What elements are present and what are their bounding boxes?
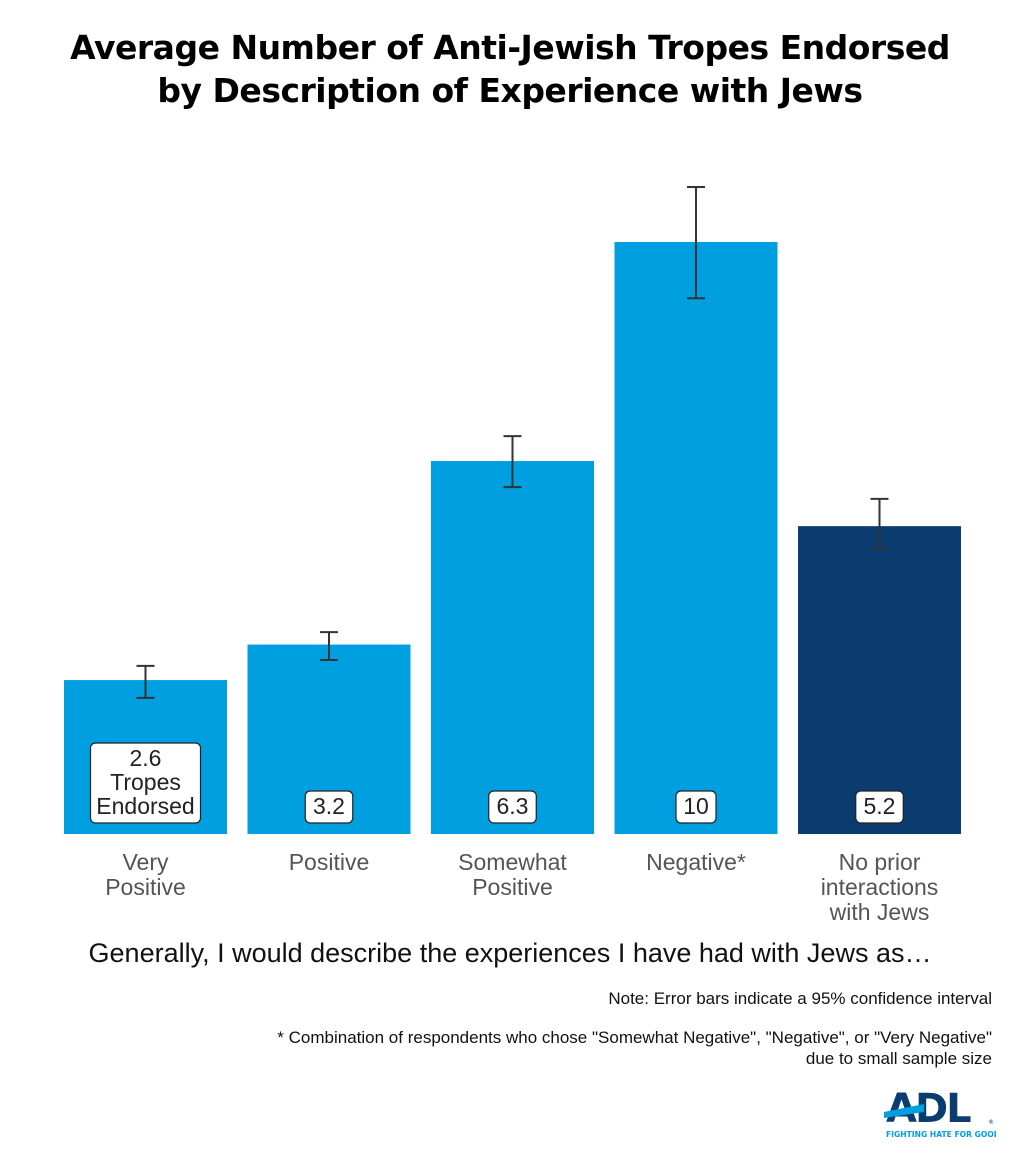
x-tick-label: Positive [105, 874, 186, 900]
x-tick-label: with Jews [829, 899, 930, 925]
x-tick-label: No prior [839, 849, 921, 875]
title-line-2: by Description of Experience with Jews [157, 71, 863, 110]
data-label: 10 [683, 793, 709, 819]
data-label-box [89, 742, 202, 824]
x-tick-label: Positive [472, 874, 553, 900]
svg-text:®: ® [988, 1119, 994, 1126]
data-label-box [675, 790, 717, 824]
note-line-1: * Combination of respondents who chose "… [277, 1028, 992, 1047]
svg-text:ADL: ADL [886, 1086, 971, 1132]
x-tick-label: Somewhat [458, 849, 567, 875]
data-label-box [855, 790, 904, 824]
data-label: 6.3 [497, 793, 529, 819]
svg-text:FIGHTING HATE FOR GOOD: FIGHTING HATE FOR GOOD [886, 1130, 996, 1139]
note-negative-combination: * Combination of respondents who chose "… [277, 1027, 992, 1069]
data-label: 5.2 [864, 793, 896, 819]
x-tick-label: Negative* [646, 849, 746, 875]
data-label-box [304, 790, 354, 824]
note-line-2: due to small sample size [805, 1049, 992, 1068]
adl-logo: ADL ® FIGHTING HATE FOR GOOD [884, 1086, 996, 1139]
bar [431, 461, 594, 834]
chart-title: Average Number of Anti-Jewish Tropes End… [0, 26, 1020, 112]
bar [798, 526, 961, 834]
bar-chart: 2.6TropesEndorsedVeryPositive3.2Positive… [64, 185, 961, 925]
bar [614, 242, 778, 834]
note-confidence-interval: Note: Error bars indicate a 95% confiden… [608, 989, 992, 1008]
data-label: 3.2 [313, 793, 345, 819]
x-tick-label: interactions [821, 874, 939, 900]
data-label: Tropes [110, 769, 181, 795]
x-tick-label: Positive [289, 849, 370, 875]
data-label-box [488, 790, 537, 824]
data-label: Endorsed [96, 793, 194, 819]
data-label: 2.6 [130, 745, 162, 771]
title-line-1: Average Number of Anti-Jewish Tropes End… [70, 28, 950, 67]
x-tick-label: Very [122, 849, 169, 875]
x-axis-title: Generally, I would describe the experien… [88, 938, 932, 968]
